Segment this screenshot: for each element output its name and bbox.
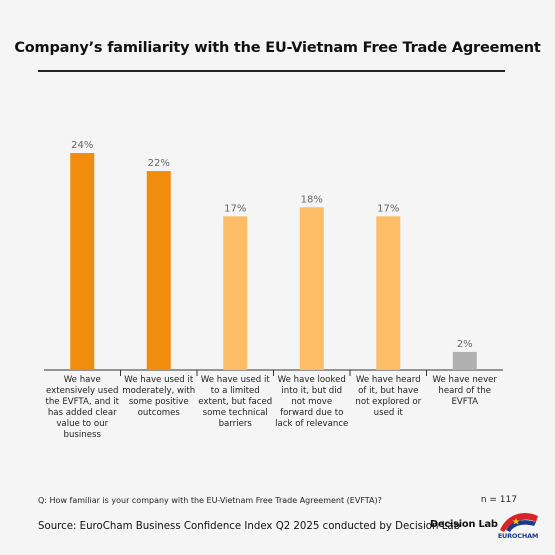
bar-value-label-5: 17% (377, 203, 399, 214)
category-label-1: We have extensively used the EVFTA, and … (45, 375, 120, 440)
bar-value-label-1: 24% (71, 140, 93, 151)
eurocham-label: EUROCHAM (497, 532, 539, 540)
category-label-6: We have never heard of the EVFTA (432, 375, 497, 407)
category-label-2: We have used it moderately, with some po… (122, 375, 196, 418)
bar-3 (223, 216, 248, 370)
bar-1 (70, 153, 95, 370)
flag-swoosh-icon (500, 512, 538, 532)
bar-value-label-4: 18% (301, 194, 323, 205)
category-label-5: We have heard of it, but have not explor… (355, 375, 422, 418)
title-divider (38, 70, 505, 72)
source-note: Source: EuroCham Business Confidence Ind… (38, 521, 461, 532)
decision-lab-logo: Decision Lab (430, 519, 498, 530)
category-label-4: We have looked into it, but did not move… (275, 375, 349, 429)
bar-value-label-2: 22% (148, 158, 170, 169)
survey-question: Q: How familiar is your company with the… (38, 496, 382, 505)
bar-5 (376, 216, 401, 370)
category-label-3: We have used it to a limited extent, but… (198, 375, 273, 429)
eurocham-logo: EUROCHAM (496, 508, 540, 542)
bar-value-label-6: 2% (457, 339, 473, 350)
bar-value-label-3: 17% (224, 203, 246, 214)
bar-6 (452, 351, 477, 370)
chart-title: Company’s familiarity with the EU-Vietna… (14, 40, 541, 56)
sample-size: n = 117 (480, 495, 517, 505)
bar-2 (146, 171, 171, 370)
bar-4 (299, 207, 324, 370)
